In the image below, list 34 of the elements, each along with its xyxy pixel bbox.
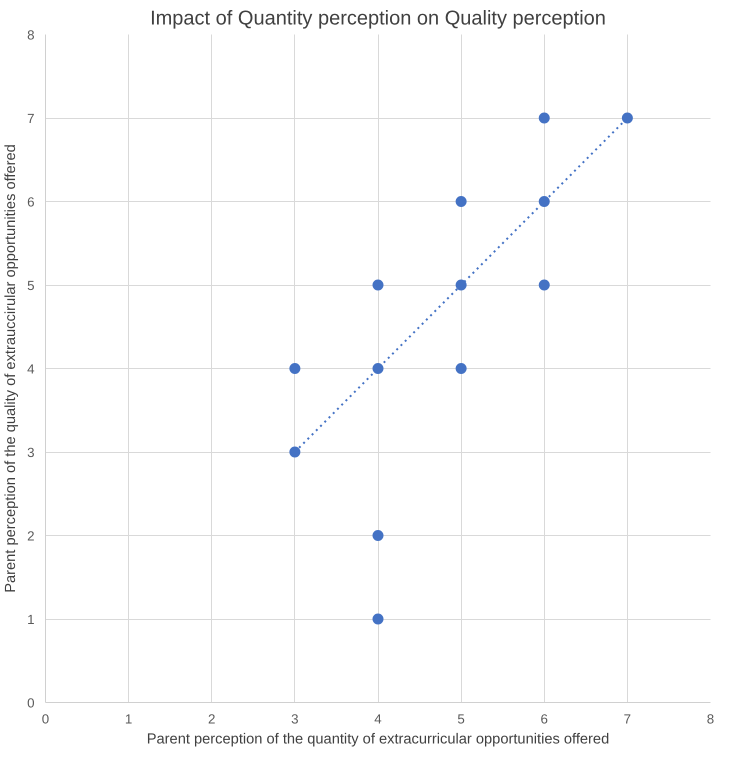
- y-tick-label: 6: [27, 194, 35, 210]
- point: [456, 363, 467, 374]
- point: [456, 196, 467, 207]
- y-tick-label: 7: [27, 111, 35, 126]
- point: [622, 112, 633, 124]
- point: [456, 280, 467, 290]
- point: [372, 280, 384, 290]
- point: [372, 363, 384, 374]
- point: [289, 363, 300, 374]
- point: [538, 112, 550, 124]
- y-tick-label: 2: [27, 528, 35, 544]
- y-tick-label: 5: [27, 278, 35, 293]
- y-tick-label: 3: [27, 445, 35, 460]
- x-tick-label: 1: [124, 712, 132, 726]
- x-tick-label: 6: [540, 712, 548, 726]
- x-axis-title: Parent perception of the quantity of extracurricular opportunities offered: [146, 732, 610, 748]
- y-tick-label: 8: [27, 28, 35, 42]
- y-tick-label: 1: [27, 612, 35, 627]
- point: [538, 280, 550, 290]
- y-axis-title: Parent perception of the quality of extrauccirular opportunities offered: [3, 144, 20, 593]
- y-tick-label: 4: [27, 362, 36, 376]
- x-tick-label: 3: [291, 712, 299, 726]
- x-tick-label: 4: [374, 712, 382, 726]
- y-tick-label: 0: [27, 696, 35, 710]
- x-tick-label: 0: [42, 712, 50, 726]
- point: [372, 530, 384, 541]
- point: [372, 614, 384, 624]
- point: [289, 446, 300, 458]
- x-tick-label: 8: [706, 712, 714, 726]
- x-tick-label: 5: [457, 712, 465, 726]
- chart-title: Impact of Quantity perception on Quality perception: [150, 8, 606, 30]
- x-tick-label: 2: [208, 712, 216, 726]
- x-tick-label: 7: [624, 712, 632, 726]
- point: [538, 196, 550, 207]
